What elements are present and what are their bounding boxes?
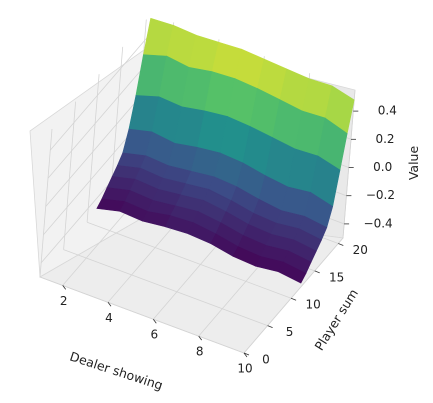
- z-tick-label: 0.4: [378, 104, 397, 118]
- x-tick-label: 4: [105, 311, 113, 325]
- y-tick-label: 5: [286, 325, 294, 339]
- x-tick: [198, 335, 203, 341]
- y-tick: [243, 352, 250, 356]
- grid-line-y: [63, 249, 268, 326]
- grid-line-x: [243, 237, 344, 354]
- grid-line-y: [63, 101, 76, 250]
- x-tick: [107, 302, 112, 307]
- grid-line-x: [342, 89, 356, 239]
- y-tick: [290, 297, 297, 301]
- x-tick: [243, 352, 248, 358]
- y-tick: [338, 243, 344, 246]
- y-axis-label: Player sum: [311, 286, 361, 353]
- x-tick-label: 6: [150, 328, 158, 342]
- grid-line-y: [86, 221, 292, 299]
- y-tick-label: 0: [262, 353, 270, 367]
- z-tick-label: −0.4: [364, 216, 393, 230]
- grid-line-y: [110, 46, 124, 195]
- x-tick-label: 2: [60, 294, 68, 308]
- z-tick-label: 0.0: [373, 160, 392, 174]
- x-tick-label: 10: [237, 362, 252, 376]
- y-tick-label: 15: [329, 270, 344, 284]
- y-tick: [314, 270, 320, 274]
- grid-line-y: [86, 74, 100, 223]
- axes: 2 4 6 8 10 0 5 10 15 20 −0.4 −0.2 0.0 0.2 0.4: [60, 104, 397, 376]
- grid-line-y: [39, 276, 245, 354]
- y-tick-label: 10: [305, 298, 320, 312]
- grid-line-y: [39, 128, 53, 278]
- z-axis-label: Value: [406, 146, 421, 181]
- y-tick: [267, 325, 273, 328]
- z-tick-label: 0.2: [375, 132, 394, 146]
- surface: [96, 17, 355, 284]
- surface-face: [278, 261, 307, 284]
- x-tick-label: 8: [196, 345, 204, 359]
- x-axis-label: Dealer showing: [68, 349, 165, 393]
- y-tick-label: 20: [353, 243, 368, 257]
- z-tick-label: −0.2: [366, 188, 395, 202]
- x-tick: [152, 318, 157, 324]
- x-tick: [62, 285, 67, 290]
